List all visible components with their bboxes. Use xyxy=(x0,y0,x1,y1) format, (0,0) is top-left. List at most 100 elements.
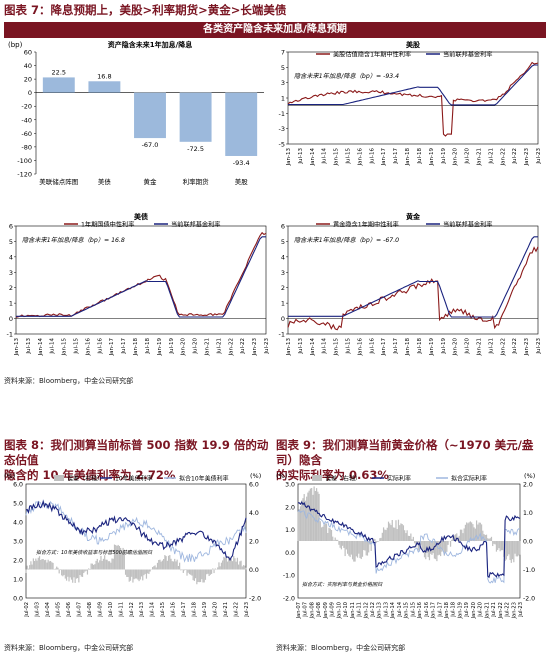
error-bar xyxy=(139,569,141,580)
error-bar xyxy=(235,561,237,570)
x-tick-label: Jul-13 xyxy=(298,338,304,355)
error-bar xyxy=(410,533,412,541)
error-bar xyxy=(401,524,403,541)
y-tick-label: -100 xyxy=(17,157,32,165)
y-tick-label-left: 3.0 xyxy=(13,539,23,546)
y-tick-label: 40 xyxy=(24,62,32,70)
error-bar xyxy=(75,569,78,579)
legend-label: 10年美债利率 xyxy=(115,475,153,483)
y-tick-label: 20 xyxy=(24,76,32,84)
error-bar xyxy=(64,569,66,579)
error-bar xyxy=(137,569,139,580)
error-bar xyxy=(380,537,382,541)
error-bar xyxy=(219,566,221,570)
error-bar xyxy=(441,541,443,552)
error-bar xyxy=(323,524,325,541)
y-tick-label-right: -2.0 xyxy=(249,596,261,603)
x-tick-label: Jul-20 xyxy=(465,338,471,355)
y-tick-label-left: 5.0 xyxy=(13,501,23,508)
error-bar xyxy=(370,541,372,551)
fig9-title: 图表 9：我们测算当前黄金价格（~1970 美元/盎司）隐含 的实际利率为 0.… xyxy=(276,438,548,483)
error-bar xyxy=(84,569,86,572)
bar xyxy=(42,77,75,93)
error-bar xyxy=(355,541,357,557)
error-bar xyxy=(188,569,191,575)
error-bar xyxy=(332,536,334,541)
error-bar xyxy=(108,561,111,570)
error-bar xyxy=(86,569,89,575)
error-bar xyxy=(120,547,122,570)
error-bar xyxy=(487,538,489,541)
x-tick-label: Jul-13 xyxy=(26,338,32,355)
error-bar xyxy=(226,561,229,570)
error-bar xyxy=(196,569,198,585)
x-tick-label: Jan-16 xyxy=(85,338,91,357)
error-bar xyxy=(156,562,159,570)
error-bar xyxy=(217,567,219,570)
x-tick-label: Jul-11 xyxy=(357,602,363,618)
error-bar xyxy=(297,511,299,541)
error-bar xyxy=(299,506,302,541)
error-bar xyxy=(198,569,200,583)
error-bar xyxy=(345,541,347,550)
x-tick-label: Jul-22 xyxy=(512,338,518,355)
x-tick-label: Jan-18 xyxy=(405,148,411,167)
x-tick-label: Jul-15 xyxy=(160,602,166,618)
series-line-actual xyxy=(298,501,521,579)
error-bar xyxy=(452,536,454,541)
error-bar xyxy=(510,541,512,563)
error-bar xyxy=(83,569,85,574)
x-tick-label: Jul-18 xyxy=(417,338,423,355)
x-tick-label: Jul-20 xyxy=(213,602,219,618)
error-bar xyxy=(432,541,434,554)
x-tick-label: Jan-14 xyxy=(310,148,316,167)
bar xyxy=(134,92,166,139)
bar xyxy=(225,92,258,156)
x-tick-label: Jan-09 xyxy=(323,602,329,619)
x-tick-label: Jan-22 xyxy=(498,602,504,619)
error-bar xyxy=(192,569,194,581)
error-bar xyxy=(171,561,173,570)
y-tick-label: 2 xyxy=(281,284,285,292)
x-tick-label: Jul-16 xyxy=(424,602,430,618)
error-bar xyxy=(312,494,314,541)
y-tick-label: 6 xyxy=(281,223,285,231)
error-bar xyxy=(122,547,124,570)
x-tick-label: Jul-09 xyxy=(97,602,103,618)
error-bar xyxy=(91,563,93,570)
series-line-actual xyxy=(25,499,247,562)
error-bar xyxy=(400,523,402,541)
x-tick-label: Jan-11 xyxy=(350,602,356,619)
error-bar xyxy=(38,556,41,570)
error-bar xyxy=(72,569,74,583)
y-tick-label-right: 1.0 xyxy=(523,510,533,517)
data-label: -93.4 xyxy=(233,159,250,167)
error-bar xyxy=(459,529,462,541)
x-tick-label: Jan-08 xyxy=(309,602,315,619)
error-bar xyxy=(231,561,234,570)
error-bar xyxy=(514,541,516,554)
error-bar xyxy=(397,519,400,541)
error-bar xyxy=(328,527,330,541)
error-bar xyxy=(320,527,323,541)
plot-frame xyxy=(287,225,539,335)
x-tick-label: Jul-15 xyxy=(346,148,352,165)
error-bar xyxy=(440,541,442,557)
x-tick-label: Jul-23 xyxy=(518,602,524,618)
error-bar xyxy=(343,541,345,548)
plot-frame xyxy=(25,483,247,599)
x-tick-label: Jul-17 xyxy=(393,148,399,165)
error-bar xyxy=(504,541,506,561)
error-bar xyxy=(218,562,220,570)
legend-label: 拟合实际利率 xyxy=(451,475,487,483)
x-tick-label: Jan-20 xyxy=(453,148,459,167)
y-tick-label-right: 4.0 xyxy=(249,510,259,517)
error-bar xyxy=(468,522,470,541)
error-bar xyxy=(81,569,84,577)
data-label: 16.8 xyxy=(97,72,111,80)
error-bar xyxy=(115,545,117,570)
x-tick-label: Jul-19 xyxy=(441,148,447,165)
error-bar xyxy=(167,555,170,570)
error-bar xyxy=(129,569,132,581)
error-bar xyxy=(407,535,409,541)
